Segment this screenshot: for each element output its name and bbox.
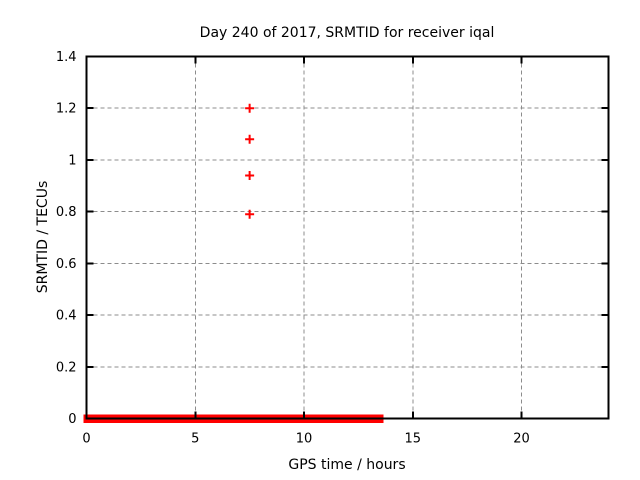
y-tick-label: 0.8 <box>56 205 77 220</box>
axis-ticks <box>85 55 609 420</box>
x-tick-label: 5 <box>191 432 199 447</box>
data-point-marker <box>245 170 255 180</box>
data-point-marker <box>245 134 255 144</box>
data-point-marker <box>245 103 255 113</box>
y-tick-label: 0 <box>68 412 76 427</box>
x-tick-label: 0 <box>82 432 90 447</box>
plot-border <box>85 55 610 420</box>
y-tick-label: 0.4 <box>56 309 77 324</box>
y-axis-label: SRMTID / TECUs <box>35 181 51 294</box>
x-axis-label: GPS time / hours <box>288 457 405 473</box>
grid-lines <box>86 56 609 419</box>
data-point-markers <box>245 103 255 219</box>
y-tick-label: 1 <box>68 153 76 168</box>
x-tick-label: 15 <box>404 432 421 447</box>
chart-title: Day 240 of 2017, SRMTID for receiver iqa… <box>200 25 495 41</box>
x-tick-label: 20 <box>513 432 530 447</box>
y-tick-label: 0.2 <box>56 360 77 375</box>
y-tick-label: 1.4 <box>56 50 77 65</box>
y-tick-label: 1.2 <box>56 102 77 117</box>
x-tick-label: 10 <box>296 432 313 447</box>
y-tick-label: 0.6 <box>56 257 77 272</box>
data-point-marker <box>245 209 255 219</box>
tick-labels: 0 5 10 15 20 0 0.2 0.4 0.6 0.8 1 1.2 1.4 <box>56 50 530 447</box>
